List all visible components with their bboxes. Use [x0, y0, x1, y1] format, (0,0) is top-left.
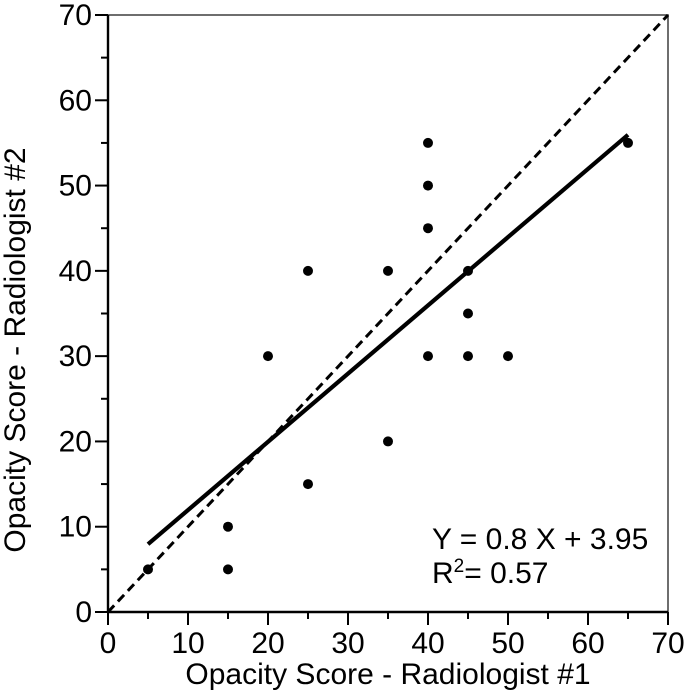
data-point: [423, 137, 433, 148]
identity-line: [106, 13, 670, 614]
y-tick-label: 0: [75, 596, 92, 629]
y-tick-label: 50: [59, 170, 92, 203]
regression-annotation: Y = 0.8 X + 3.95 R2= 0.57: [432, 523, 648, 595]
x-tick-label: 50: [491, 627, 524, 660]
data-point: [143, 564, 153, 575]
r-squared-superscript: 2: [453, 556, 465, 577]
regression-equation: Y = 0.8 X + 3.95: [432, 523, 649, 556]
data-point: [623, 137, 633, 148]
r-squared-rest: = 0.57: [464, 557, 549, 590]
data-point: [423, 351, 433, 362]
x-tick-label: 60: [571, 627, 604, 660]
data-point: [463, 351, 473, 362]
y-tick-label: 70: [59, 0, 92, 32]
x-tick-label: 70: [651, 627, 684, 660]
x-axis-title: Opacity Score - Radiologist #1: [185, 658, 591, 691]
data-point: [423, 223, 433, 234]
y-tick-label: 30: [59, 340, 92, 373]
data-point: [303, 265, 313, 276]
data-point: [463, 265, 473, 276]
data-point: [383, 436, 393, 447]
y-tick-label: 20: [59, 425, 92, 458]
data-point: [223, 564, 233, 575]
r-squared-value: R2= 0.57: [432, 556, 648, 595]
x-tick-label: 0: [100, 627, 117, 660]
y-tick-label: 60: [59, 84, 92, 117]
x-tick-label: 10: [171, 627, 204, 660]
y-axis-title: Opacity Score - Radiologist #2: [0, 147, 32, 553]
data-point: [503, 351, 513, 362]
data-point: [263, 351, 273, 362]
y-tick-label: 40: [59, 255, 92, 288]
data-point: [303, 479, 313, 490]
data-point: [383, 265, 393, 276]
r-squared-base: R: [432, 557, 454, 590]
data-point: [463, 308, 473, 319]
x-tick-label: 20: [251, 627, 284, 660]
regression-line: [146, 133, 630, 546]
x-tick-label: 30: [331, 627, 364, 660]
x-tick-label: 40: [411, 627, 444, 660]
data-point: [423, 180, 433, 191]
y-tick-label: 10: [59, 511, 92, 544]
data-point: [223, 521, 233, 532]
